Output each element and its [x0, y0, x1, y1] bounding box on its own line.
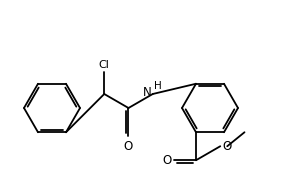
Text: N: N	[143, 86, 152, 99]
Text: O: O	[163, 154, 172, 167]
Text: O: O	[222, 140, 231, 153]
Text: H: H	[154, 81, 162, 91]
Text: O: O	[124, 140, 133, 153]
Text: Cl: Cl	[99, 60, 110, 70]
